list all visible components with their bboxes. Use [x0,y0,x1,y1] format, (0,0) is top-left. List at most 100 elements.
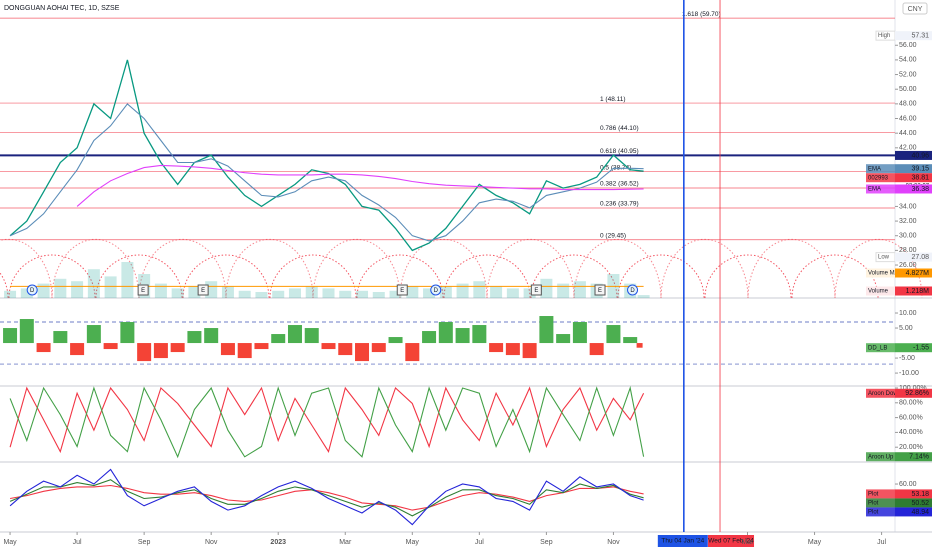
y-tick-label: 52.00 [899,71,917,78]
histogram-bar [36,343,51,353]
low-name: Low [878,255,890,261]
x-tick-label: May [406,539,420,546]
series-line [9,103,644,242]
low-value-bg [895,252,932,262]
histogram-bar [19,319,34,344]
volume-bar [389,290,402,298]
fib-label: 0.618 (40.95) [600,148,639,155]
volume-bar [339,290,352,298]
x-tick-label: May [808,539,822,546]
high-value: 57.31 [911,32,929,39]
date-label: Wed 07 Feb '24 [708,538,754,545]
cycle-arc [617,254,705,299]
series-line [76,164,644,207]
series-line [9,468,644,526]
tag-value-bg [895,150,932,160]
tag-value-bg [895,452,932,462]
tag-name: EMA [868,187,881,193]
tag-name-bg [866,388,895,398]
volume-bar [473,281,486,298]
tag-value: -1.55 [913,345,929,352]
volume-bar [506,288,519,298]
cycle-arc [269,254,357,299]
event-marker [396,284,408,296]
histogram-bar [103,343,118,350]
histogram-bar [636,343,643,348]
volume-bar [4,290,17,298]
histogram-bar [505,343,520,356]
event-marker [430,284,442,296]
y-tick-label: 54.00 [899,57,917,64]
y-tick-label: 10.00 [899,310,917,317]
cycle-arc [95,254,183,299]
y-tick-label: 80.00% [899,400,923,407]
tag-name-bg [866,343,895,353]
histogram-bar [539,316,554,344]
fib-label: 0.382 (36.52) [600,181,639,188]
tag-name-bg [866,489,895,499]
tag-value: 92.86% [905,390,929,397]
date-label-bg [657,535,708,547]
histogram-bar [3,328,18,344]
volume-bar [439,286,452,298]
volume-bar [188,286,201,298]
volume-bar [372,292,385,298]
volume-bar [356,290,369,298]
y-tick-label: 100.00% [899,385,927,392]
volume-bar [305,286,318,298]
volume-bar [523,288,536,298]
cycle-arc [8,254,96,299]
tag-name: Aroon Down [868,391,901,397]
event-marker [594,284,606,296]
fib-label: 0.236 (33.79) [600,201,639,208]
event-marker [26,284,38,296]
histogram-bar [204,328,219,344]
x-tick-label: Nov [205,539,218,546]
volume-bar [171,288,184,298]
histogram-bar [522,343,537,359]
tag-name-bg [866,452,895,462]
histogram-bar [338,343,353,356]
tag-name: Volume MA [868,271,899,277]
y-tick-label: 56.00 [899,42,917,49]
series-line [9,59,644,252]
tag-value: 1.218M [906,288,930,295]
tag-value-bg [895,173,932,183]
y-tick-label: 42.00 [899,145,917,152]
event-marker [197,284,209,296]
y-tick-label: -10.00 [899,370,919,377]
volume-bar [71,281,84,298]
tag-value-bg [895,507,932,517]
tag-name-bg [866,173,895,183]
volume-bar [238,290,251,298]
fib-label: 1 (48.11) [600,96,626,103]
volume-bar [221,286,234,298]
series-line [10,484,644,511]
tag-value: 4.827M [906,270,930,277]
histogram-bar [287,325,302,344]
y-tick-label: 60.00 [899,481,917,488]
histogram-bar [120,322,135,344]
histogram-bar [355,343,370,362]
y-tick-label: 26.00 [899,262,917,269]
y-tick-label: 32.00 [899,218,917,225]
event-label: E [141,288,145,294]
volume-bar [104,276,117,298]
tag-value: 48.94 [911,509,929,516]
x-tick-label: Jul [877,539,886,546]
tag-value-bg [895,343,932,353]
histogram-bar [220,343,235,356]
volume-bar [121,262,134,298]
histogram-bar [572,322,587,344]
tag-value: 53.18 [911,491,929,498]
fib-label: 1.618 (59.70) [682,11,721,18]
tag-value: 40.96 [911,152,929,159]
y-tick-label: -5.00 [899,355,915,362]
histogram-bar [455,328,470,344]
y-tick-label: 44.00 [899,130,917,137]
series-line [9,385,645,459]
volume-bar [322,288,335,298]
tag-name: Plot [868,509,879,515]
event-marker [137,284,149,296]
